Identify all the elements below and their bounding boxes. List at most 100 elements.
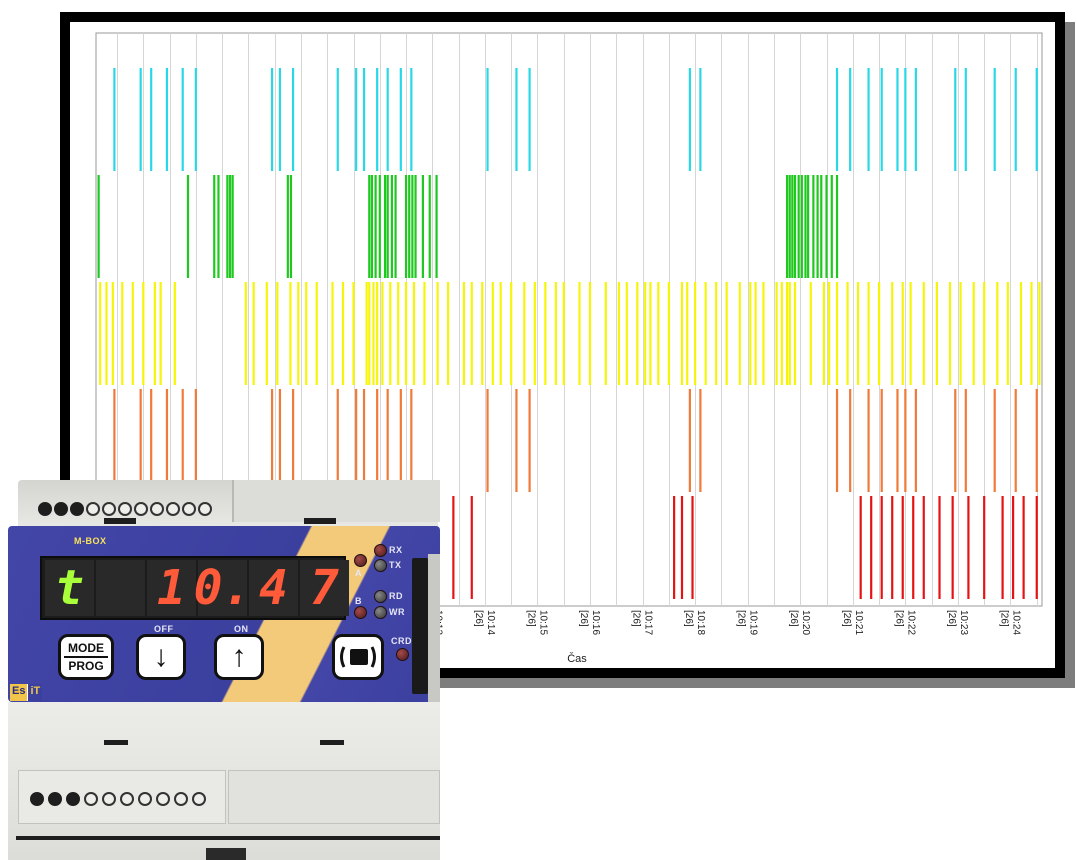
x-tick-label: 10:24	[1010, 610, 1021, 635]
x-tick-label: [26]	[631, 610, 642, 627]
led-a-label: A	[355, 568, 362, 578]
clip-notch	[320, 740, 344, 745]
terminal-hole	[120, 792, 134, 806]
terminal-hole	[70, 502, 84, 516]
bottom-rail-bar	[16, 836, 440, 840]
x-tick-label: 10:19	[748, 610, 759, 635]
terminal-hole	[102, 502, 116, 516]
x-tick-label: 10:22	[905, 610, 916, 635]
device-top-right-block	[232, 480, 440, 522]
terminal-hole	[198, 502, 212, 516]
terminal-hole	[150, 502, 164, 516]
logo-text: Es	[10, 684, 28, 701]
event-series	[113, 389, 1038, 492]
event-series	[352, 496, 1038, 599]
x-tick-label: 10:23	[958, 610, 969, 635]
terminal-hole	[30, 792, 44, 806]
logo-text: iT	[27, 684, 43, 701]
terminal-hole	[192, 792, 206, 806]
x-tick-label: [26]	[525, 610, 536, 627]
display-digit: 7	[300, 560, 349, 616]
clip-notch	[104, 740, 128, 745]
x-axis-label: Čas	[567, 652, 587, 665]
terminal-hole	[86, 502, 100, 516]
led-tx-label: TX	[389, 560, 402, 570]
display-digit: 0.	[193, 560, 252, 616]
prog-button-label: PROG	[68, 659, 104, 673]
m-box-device: M-BOX t 1 0. 4 7 A RX TX RD B WR CRD OFF…	[0, 474, 448, 860]
down-arrow-button[interactable]: ↓	[136, 634, 186, 680]
led-crd-indicator	[396, 648, 409, 661]
event-series	[99, 282, 1041, 385]
mode-prog-button[interactable]: MODE PROG	[58, 634, 114, 680]
x-tick-label: [26]	[578, 610, 589, 627]
front-panel: M-BOX t 1 0. 4 7 A RX TX RD B WR CRD OFF…	[8, 526, 440, 702]
led-crd-label: CRD	[391, 636, 412, 646]
led-rx-label: RX	[389, 545, 403, 555]
led-rd-indicator	[374, 590, 387, 603]
terminal-hole	[102, 792, 116, 806]
led-wr-label: WR	[389, 607, 405, 617]
led-b-label: B	[355, 596, 362, 606]
brand-label: M-BOX	[74, 536, 107, 546]
x-tick-label: 10:14	[485, 610, 496, 635]
off-label: OFF	[154, 624, 174, 634]
down-arrow-icon: ↓	[153, 640, 169, 673]
terminal-hole	[174, 792, 188, 806]
terminal-hole	[118, 502, 132, 516]
terminal-hole	[66, 792, 80, 806]
plot-area-border	[95, 32, 1043, 607]
terminal-hole	[134, 502, 148, 516]
event-series	[97, 175, 839, 278]
key-divider	[64, 656, 108, 658]
card-slot-edge	[428, 554, 440, 704]
x-tick-label: 10:15	[537, 610, 548, 635]
terminal-hole	[182, 502, 196, 516]
led-wr-indicator	[374, 606, 387, 619]
x-tick-label: [26]	[946, 610, 957, 627]
up-arrow-button[interactable]: ↑	[214, 634, 264, 680]
esit-logo: Es iT	[10, 684, 43, 701]
seven-segment-display: t 1 0. 4 7	[40, 556, 349, 620]
x-tick-label: 10:17	[643, 610, 654, 635]
x-tick-label: 10:16	[590, 610, 601, 635]
x-tick-label: [26]	[998, 610, 1009, 627]
mode-button-label: MODE	[68, 641, 104, 655]
up-arrow-icon: ↑	[231, 640, 247, 673]
x-tick-label: [26]	[788, 610, 799, 627]
terminal-hole	[138, 792, 152, 806]
bottom-tab	[206, 848, 246, 860]
led-rd-label: RD	[389, 591, 403, 601]
x-tick-label: [26]	[683, 610, 694, 627]
device-lower-right-block	[228, 770, 440, 824]
led-b-indicator	[354, 606, 367, 619]
led-rx-indicator	[374, 544, 387, 557]
x-tick-label: 10:20	[800, 610, 811, 635]
card-button[interactable]	[332, 634, 384, 680]
x-tick-label: [26]	[893, 610, 904, 627]
display-digit: t	[45, 560, 94, 616]
terminal-hole	[156, 792, 170, 806]
led-tx-indicator	[374, 559, 387, 572]
card-slot	[412, 558, 428, 694]
clip-notch	[104, 518, 136, 524]
series-layer	[97, 68, 1041, 599]
x-tick-label: [26]	[841, 610, 852, 627]
x-tick-label: [26]	[473, 610, 484, 627]
x-tick-label: 10:18	[695, 610, 706, 635]
x-tick-label: 10:21	[853, 610, 864, 635]
event-series	[113, 68, 1038, 171]
terminal-hole	[38, 502, 52, 516]
display-digit	[96, 560, 145, 616]
card-icon	[340, 646, 376, 668]
terminal-hole	[84, 792, 98, 806]
terminal-hole	[54, 502, 68, 516]
clip-notch	[304, 518, 336, 524]
display-digit: 1	[147, 560, 196, 616]
terminal-hole	[48, 792, 62, 806]
terminal-hole	[166, 502, 180, 516]
on-label: ON	[234, 624, 249, 634]
display-digit: 4	[249, 560, 298, 616]
x-tick-label: [26]	[736, 610, 747, 627]
led-a-indicator	[354, 554, 367, 567]
